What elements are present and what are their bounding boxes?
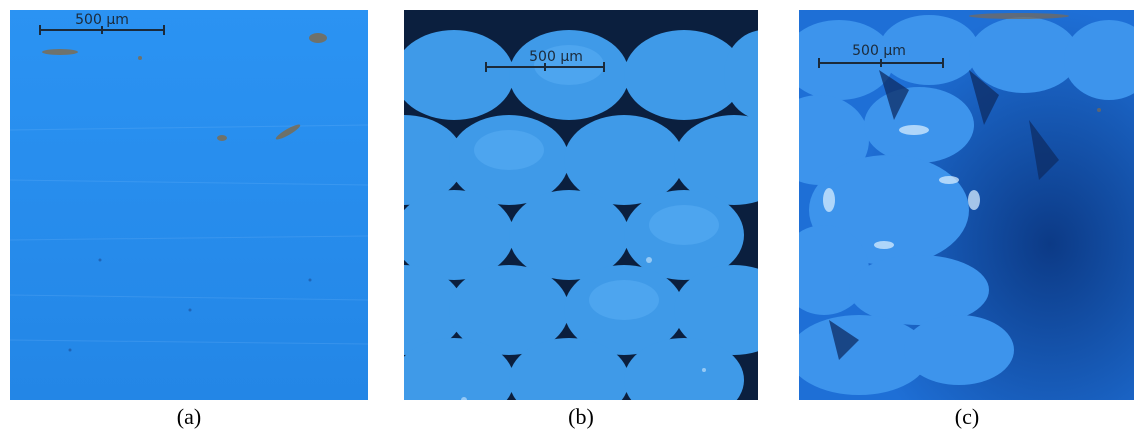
micrograph-panel-a: 500 µm [10, 10, 368, 400]
scale-label: 500 µm [75, 12, 129, 28]
micrograph-panel-c: 500 µm [799, 10, 1134, 400]
scale-bar: 500 µm [818, 43, 944, 68]
scale-bar: 500 µm [39, 12, 165, 35]
scale-label: 500 µm [852, 43, 906, 59]
fracture-image: 500 µm [799, 10, 1134, 400]
panel-caption-a: (a) [176, 404, 202, 429]
micrograph-panel-b: 500 µm [404, 10, 758, 400]
scale-bar: 500 µm [485, 49, 605, 72]
surface-image: 500 µm [10, 10, 368, 400]
scale-label: 500 µm [529, 49, 583, 65]
panel-caption-c: (c) [954, 404, 980, 429]
panel-caption-b: (b) [568, 404, 594, 429]
cross-section-image: 500 µm [404, 10, 758, 400]
